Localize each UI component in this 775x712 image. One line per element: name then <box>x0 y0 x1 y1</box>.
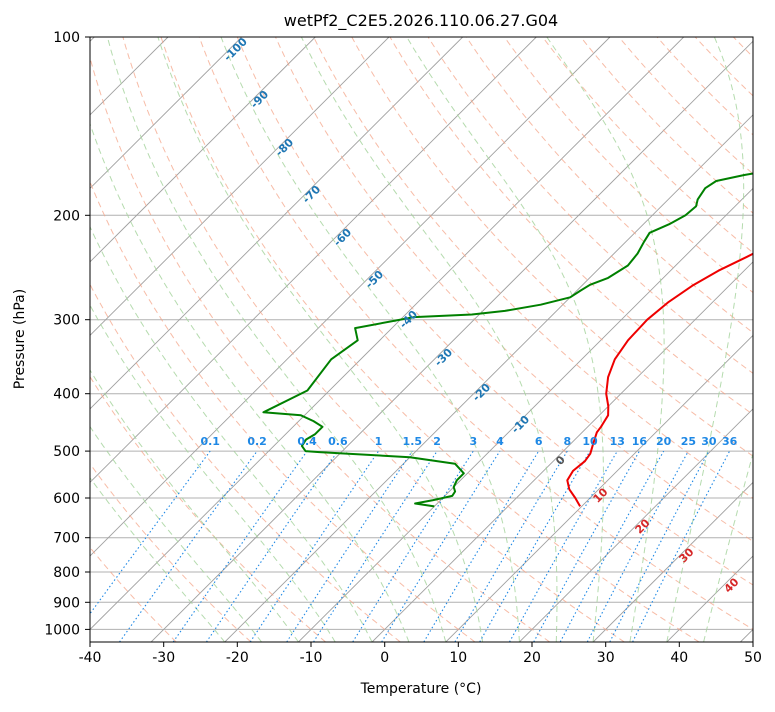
mixing-ratio-label: 0.6 <box>328 435 348 448</box>
chart-title: wetPf2_C2E5.2026.110.06.27.G04 <box>284 11 558 31</box>
x-tick-label: -20 <box>226 650 249 666</box>
mixing-ratio-label: 0.2 <box>247 435 267 448</box>
x-tick-label: 50 <box>744 650 762 666</box>
x-tick-label: 10 <box>449 650 467 666</box>
mixing-ratio-label: 10 <box>582 435 598 448</box>
x-tick-label: 30 <box>597 650 615 666</box>
mixing-ratio-label: 16 <box>632 435 648 448</box>
y-tick-label: 900 <box>53 595 80 611</box>
y-tick-label: 400 <box>53 387 80 403</box>
mixing-ratio-label: 13 <box>610 435 625 448</box>
mixing-ratio-label: 25 <box>681 435 696 448</box>
mixing-ratio-label: 36 <box>722 435 738 448</box>
y-tick-label: 1000 <box>44 622 80 638</box>
x-tick-label: -40 <box>79 650 102 666</box>
mixing-ratio-label: 1 <box>375 435 383 448</box>
mixing-ratio-label: 0.1 <box>200 435 220 448</box>
y-tick-label: 500 <box>53 444 80 460</box>
dry-adiabat <box>772 37 775 642</box>
mixing-ratio-label: 30 <box>701 435 717 448</box>
y-tick-label: 800 <box>53 565 80 581</box>
plot-background <box>90 37 753 642</box>
mixing-ratio-label: 3 <box>469 435 477 448</box>
x-tick-label: 20 <box>523 650 541 666</box>
y-tick-label: 700 <box>53 531 80 547</box>
y-tick-label: 200 <box>53 208 80 224</box>
mixing-ratio-label: 1.5 <box>403 435 423 448</box>
x-tick-label: -10 <box>300 650 323 666</box>
mixing-ratio-label: 0.4 <box>297 435 317 448</box>
mixing-ratio-label: 20 <box>656 435 672 448</box>
y-tick-label: 600 <box>53 491 80 507</box>
x-axis-label: Temperature (°C) <box>360 681 482 697</box>
y-tick-label: 300 <box>53 313 80 329</box>
x-tick-label: -30 <box>152 650 175 666</box>
y-axis-label: Pressure (hPa) <box>12 289 28 389</box>
x-tick-label: 40 <box>670 650 688 666</box>
x-tick-label: 0 <box>380 650 389 666</box>
mixing-ratio-label: 6 <box>535 435 543 448</box>
mixing-ratio-label: 8 <box>563 435 571 448</box>
y-tick-label: 100 <box>53 30 80 46</box>
mixing-ratio-label: 4 <box>496 435 504 448</box>
mixing-ratio-label: 2 <box>433 435 441 448</box>
